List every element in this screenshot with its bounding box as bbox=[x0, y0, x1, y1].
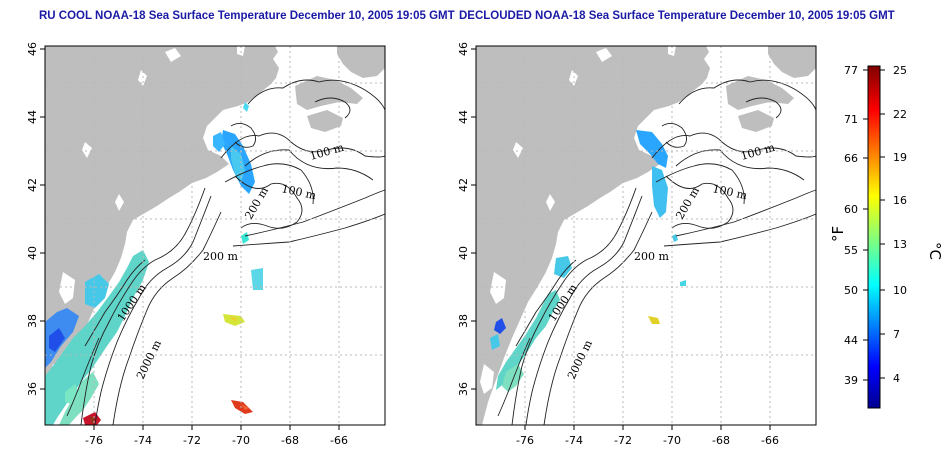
panel-2-axes: -76 -74 -72 -70 -68 -66 36 38 40 42 44 46 bbox=[457, 42, 779, 447]
colorbar-fahrenheit-label: 60 bbox=[844, 203, 858, 216]
panel-2-lat-tick-label: 46 bbox=[457, 42, 470, 56]
panel-2-lat-tick-label: 42 bbox=[457, 178, 470, 192]
panel-2-map: 100 m 100 m 200 m 200 m 1000 m 2000 m bbox=[475, 45, 817, 426]
colorbar-fahrenheit-label: 77 bbox=[844, 64, 858, 77]
panel-2-lat-tick-label: 44 bbox=[457, 110, 470, 124]
colorbar-celsius-label: 25 bbox=[893, 64, 907, 77]
panel-1-lon-tick-label: -72 bbox=[183, 434, 201, 447]
panel-1-lat-tick-label: 38 bbox=[26, 314, 39, 328]
colorbar-fahrenheit-label: 50 bbox=[844, 284, 858, 297]
panel-2-lat-tick-label: 38 bbox=[457, 314, 470, 328]
panel-2-lon-tick-label: -72 bbox=[614, 434, 632, 447]
panel-2-lon-tick-label: -74 bbox=[565, 434, 583, 447]
panel-2-lon-tick-label: -70 bbox=[663, 434, 681, 447]
panel-2-lat-tick-label: 40 bbox=[457, 246, 470, 260]
colorbar-fahrenheit-label: 66 bbox=[844, 152, 858, 165]
panel-1-lon-tick-label: -68 bbox=[281, 434, 299, 447]
colorbar-celsius-label: 7 bbox=[893, 328, 900, 341]
panel-1-map: 100 m 100 m 200 m 200 m 1000 m 2000 m bbox=[44, 45, 386, 426]
colorbar-celsius-label: 10 bbox=[893, 284, 907, 297]
panel-2-title: DECLOUDED NOAA-18 Sea Surface Temperatur… bbox=[459, 10, 895, 22]
panel-1-lon-tick-label: -70 bbox=[232, 434, 250, 447]
colorbar-fahrenheit-label: 71 bbox=[844, 113, 858, 126]
fahrenheit-unit-label: °F bbox=[829, 226, 847, 242]
panel-2-contour-label-2000: 2000 m bbox=[565, 337, 595, 381]
celsius-unit-label: °C bbox=[926, 242, 944, 260]
colorbar-celsius-label: 19 bbox=[893, 151, 907, 164]
colorbar-fahrenheit-label: 44 bbox=[844, 334, 858, 347]
panel-1-lat-tick-label: 44 bbox=[26, 110, 39, 124]
panel-2-contour-label-200-gulf: 200 m bbox=[673, 184, 702, 221]
panel-2-contour-label-200-south: 200 m bbox=[634, 250, 669, 263]
colorbar-celsius-label: 22 bbox=[893, 108, 907, 121]
panel-2-contour-label-100-north: 100 m bbox=[739, 141, 777, 163]
panel-1-lat-tick-label: 42 bbox=[26, 178, 39, 192]
panel-1-contour-label-100-east: 100 m bbox=[280, 182, 317, 202]
panel-2-lon-tick-label: -76 bbox=[516, 434, 534, 447]
panel-2-lon-tick-label: -68 bbox=[712, 434, 730, 447]
colorbar-celsius-label: 4 bbox=[893, 372, 900, 385]
colorbar-gradient bbox=[867, 65, 881, 409]
panel-1-lat-tick-label: 40 bbox=[26, 246, 39, 260]
panel-1-title: RU COOL NOAA-18 Sea Surface Temperature … bbox=[39, 10, 455, 22]
panel-2-contour-label-100-east: 100 m bbox=[711, 182, 748, 202]
panel-1-axes: -76 -74 -72 -70 -68 -66 36 38 40 42 44 46 bbox=[26, 42, 348, 447]
colorbar-celsius-label: 13 bbox=[893, 238, 907, 251]
panel-1-lon-tick-label: -74 bbox=[134, 434, 152, 447]
temperature-colorbar: 77 71 66 60 55 50 44 39 25 22 19 16 13 10 7 4 °F °C bbox=[829, 64, 944, 409]
panel-1-contour-label-100-north: 100 m bbox=[308, 141, 346, 163]
colorbar-fahrenheit-label: 39 bbox=[844, 374, 858, 387]
panel-1-lon-tick-label: -66 bbox=[330, 434, 348, 447]
colorbar-fahrenheit-label: 55 bbox=[844, 244, 858, 257]
panel-2-lat-tick-label: 36 bbox=[457, 382, 470, 396]
colorbar-celsius-label: 16 bbox=[893, 194, 907, 207]
panel-1-contour-label-200-south: 200 m bbox=[203, 250, 238, 263]
panel-1-contour-label-2000: 2000 m bbox=[134, 337, 164, 381]
panel-2-lon-tick-label: -66 bbox=[761, 434, 779, 447]
panel-1-lat-tick-label: 46 bbox=[26, 42, 39, 56]
panel-1-lat-tick-label: 36 bbox=[26, 382, 39, 396]
panel-1-lon-tick-label: -76 bbox=[85, 434, 103, 447]
